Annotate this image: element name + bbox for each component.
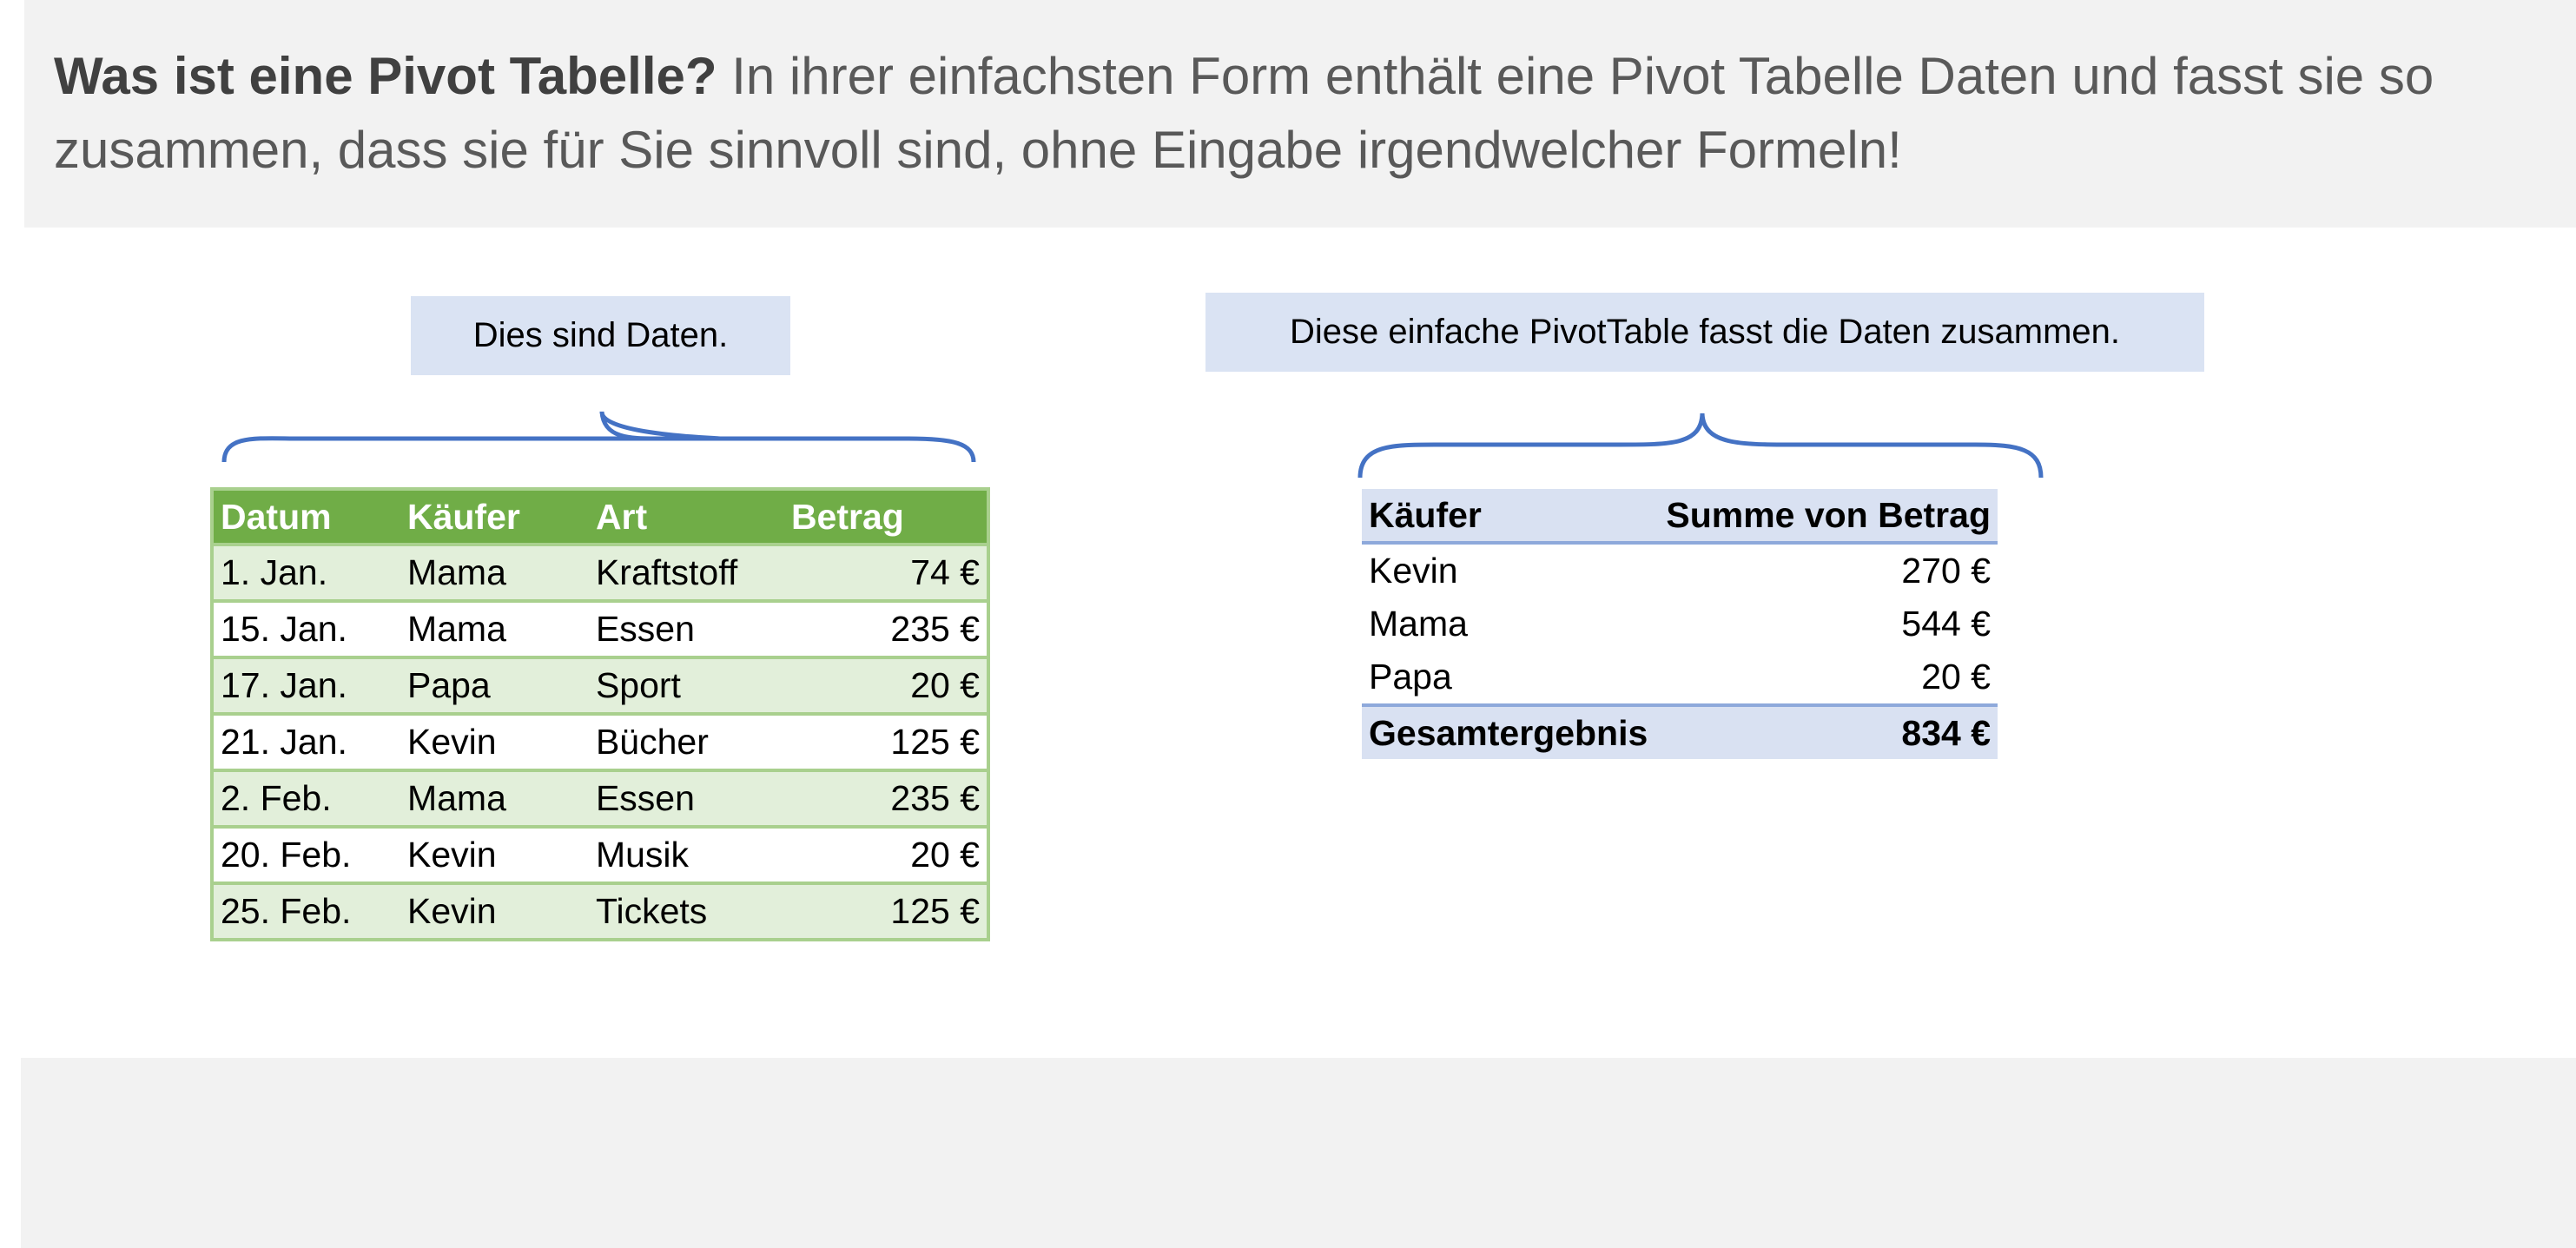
cell-art: Bücher <box>588 712 784 770</box>
footer-band <box>21 1058 2576 1248</box>
table-row: 1. Jan. Mama Kraftstoff 74 € <box>212 543 988 601</box>
cell-kaeufer: Kevin <box>400 882 589 940</box>
pivot-header-summe: Summe von Betrag <box>1640 489 1998 545</box>
cell-art: Sport <box>588 656 784 714</box>
cell-art: Kraftstoff <box>588 543 784 601</box>
table-row: 2. Feb. Mama Essen 235 € <box>212 769 988 827</box>
cell-datum: 2. Feb. <box>212 769 400 827</box>
pivot-cell-kaeufer: Papa <box>1369 657 1452 697</box>
pivot-brace <box>1357 413 2044 479</box>
cell-betrag: 125 € <box>783 712 988 770</box>
cell-betrag: 20 € <box>783 825 988 883</box>
pivot-row: Mama 544 € <box>1362 598 1998 650</box>
pivot-cell-summe: 544 € <box>1901 604 1991 644</box>
pivot-callout: Diese einfache PivotTable fasst die Date… <box>1205 293 2204 372</box>
table-row: 21. Jan. Kevin Bücher 125 € <box>212 712 988 770</box>
cell-datum: 20. Feb. <box>212 825 400 883</box>
cell-kaeufer: Papa <box>400 656 589 714</box>
intro-heading: Was ist eine Pivot Tabelle? <box>54 47 717 105</box>
pivot-total-label: Gesamtergebnis <box>1362 703 1648 759</box>
cell-kaeufer: Mama <box>400 769 589 827</box>
table-row: 20. Feb. Kevin Musik 20 € <box>212 825 988 883</box>
cell-betrag: 125 € <box>783 882 988 940</box>
pivot-cell-summe: 20 € <box>1921 657 1991 697</box>
table-row: 25. Feb. Kevin Tickets 125 € <box>212 882 988 940</box>
intro-text: Was ist eine Pivot Tabelle? In ihrer ein… <box>54 39 2486 187</box>
cell-betrag: 74 € <box>783 543 988 601</box>
cell-datum: 15. Jan. <box>212 599 400 657</box>
cell-kaeufer: Kevin <box>400 712 589 770</box>
cell-kaeufer: Mama <box>400 599 589 657</box>
pivot-header-kaeufer: Käufer <box>1362 489 1640 545</box>
data-table: Datum Käufer Art Betrag 1. Jan. Mama Kra… <box>210 487 990 941</box>
table-row: 15. Jan. Mama Essen 235 € <box>212 599 988 657</box>
header-kaeufer: Käufer <box>400 489 589 545</box>
pivot-cell-kaeufer: Mama <box>1369 604 1468 644</box>
cell-datum: 1. Jan. <box>212 543 400 601</box>
cell-kaeufer: Mama <box>400 543 589 601</box>
header-datum: Datum <box>212 489 400 545</box>
cell-datum: 17. Jan. <box>212 656 400 714</box>
data-callout: Dies sind Daten. <box>411 296 790 375</box>
pivot-header-row: Käufer Summe von Betrag <box>1362 489 1998 545</box>
cell-betrag: 20 € <box>783 656 988 714</box>
cell-art: Essen <box>588 769 784 827</box>
pivot-row: Papa 20 € <box>1362 650 1998 705</box>
cell-art: Musik <box>588 825 784 883</box>
pivot-cell-kaeufer: Kevin <box>1369 551 1458 591</box>
cell-datum: 21. Jan. <box>212 712 400 770</box>
intro-body: In ihrer einfachsten Form enthält eine P… <box>54 47 2434 179</box>
cell-datum: 25. Feb. <box>212 882 400 940</box>
pivot-table: Käufer Summe von Betrag Kevin 270 € Mama… <box>1362 489 1998 759</box>
table-row: 17. Jan. Papa Sport 20 € <box>212 656 988 714</box>
pivot-cell-summe: 270 € <box>1901 551 1991 591</box>
pivot-row: Kevin 270 € <box>1362 543 1998 598</box>
header-art: Art <box>588 489 784 545</box>
cell-betrag: 235 € <box>783 769 988 827</box>
data-brace <box>221 411 976 463</box>
cell-art: Tickets <box>588 882 784 940</box>
cell-betrag: 235 € <box>783 599 988 657</box>
pivot-total-row: Gesamtergebnis 834 € <box>1362 703 1998 759</box>
header-betrag: Betrag <box>783 489 988 545</box>
cell-kaeufer: Kevin <box>400 825 589 883</box>
data-table-header-row: Datum Käufer Art Betrag <box>212 489 988 545</box>
intro-banner <box>24 0 2576 228</box>
pivot-total-value: 834 € <box>1640 703 1998 759</box>
cell-art: Essen <box>588 599 784 657</box>
